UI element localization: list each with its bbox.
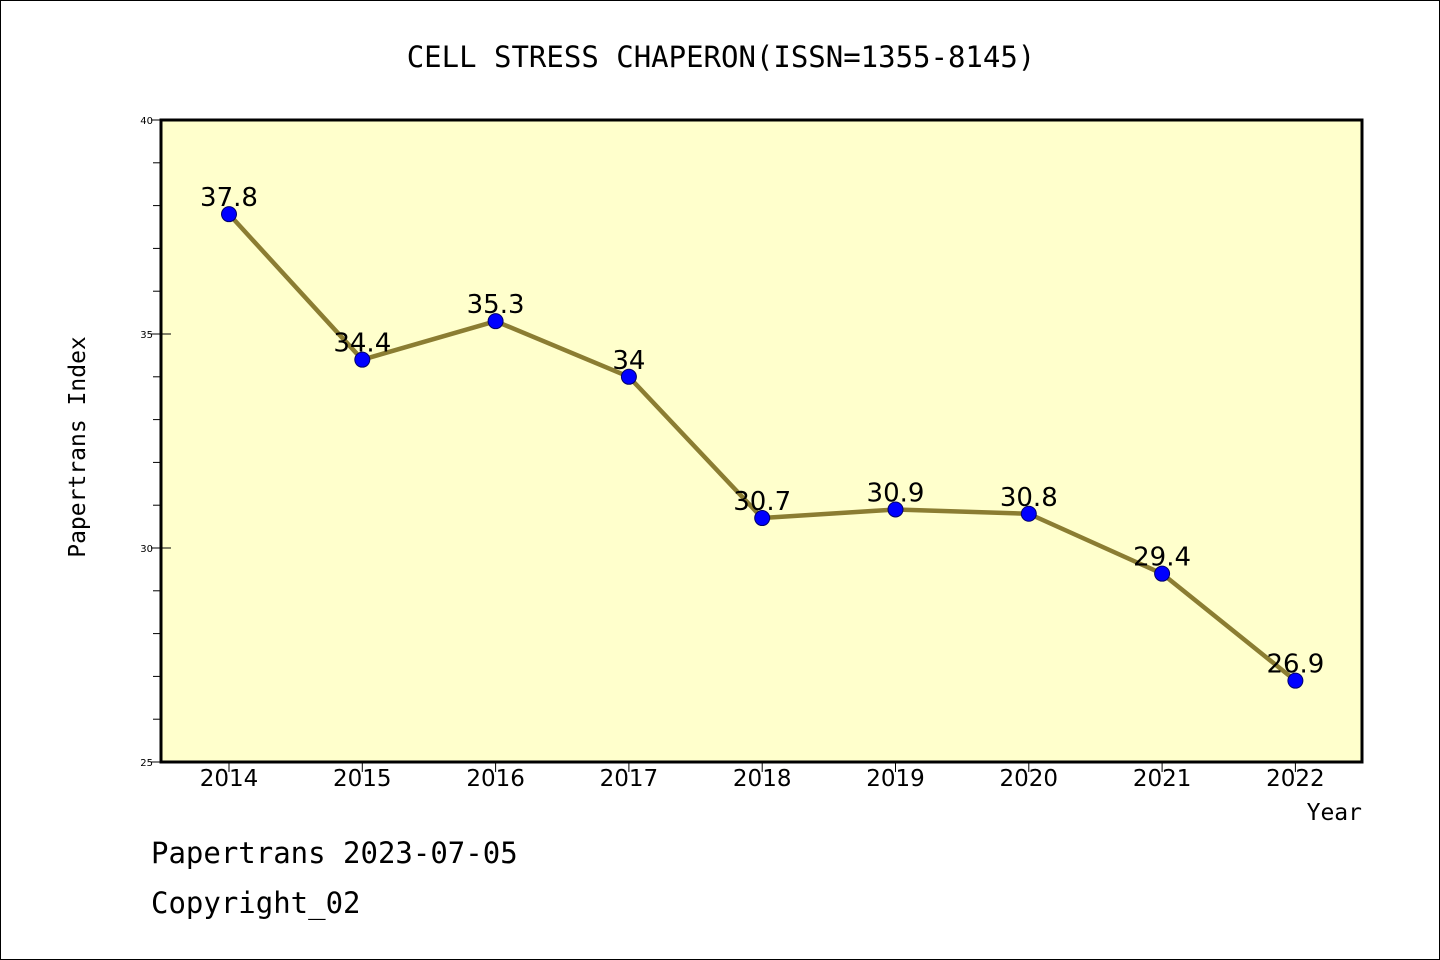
- x-tick-label: 2019: [866, 766, 925, 792]
- data-label: 26.9: [1266, 650, 1324, 680]
- plot-area: [159, 118, 1364, 764]
- x-tick-label: 2021: [1133, 766, 1192, 792]
- x-axis-label: Year: [1307, 800, 1362, 826]
- data-label: 30.7: [733, 487, 791, 517]
- y-tick-label: 30: [140, 544, 153, 555]
- series-group: 37.8 34.4 35.3 34 30.7 30.9 30.8 29.4 26.9: [200, 183, 1324, 689]
- data-label: 29.4: [1133, 543, 1191, 573]
- data-point: [1020, 505, 1037, 522]
- y-tick-label: 40: [140, 116, 153, 127]
- y-axis-ticks: 25 30 35 40: [140, 116, 171, 769]
- x-tick-label: 2017: [600, 766, 659, 792]
- x-tick-label: 2022: [1266, 766, 1325, 792]
- footer-copyright: Copyright_02: [151, 886, 361, 920]
- data-point: [620, 368, 637, 385]
- y-tick-label: 35: [140, 330, 153, 341]
- chart-title: CELL STRESS CHAPERON(ISSN=1355-8145): [407, 40, 1036, 74]
- x-tick-label: 2014: [200, 766, 259, 792]
- data-point: [887, 501, 904, 518]
- x-tick-label: 2018: [733, 766, 792, 792]
- data-label: 34.4: [333, 329, 391, 359]
- data-point: [754, 510, 771, 527]
- footer-date: Papertrans 2023-07-05: [151, 836, 518, 870]
- y-tick-label: 25: [140, 758, 153, 769]
- x-tick-label: 2015: [333, 766, 392, 792]
- data-label: 34: [612, 346, 645, 376]
- data-label: 35.3: [467, 290, 525, 320]
- x-tick-label: 2020: [1000, 766, 1059, 792]
- data-point: [1287, 672, 1304, 689]
- x-axis-ticks: 2014 2015 2016 2017 2018 2019 2020 2021 2022: [200, 762, 1325, 792]
- data-point: [354, 351, 371, 368]
- data-point: [487, 313, 504, 330]
- data-label: 30.9: [867, 478, 925, 508]
- data-label: 37.8: [200, 183, 258, 213]
- data-point: [1154, 565, 1171, 582]
- y-axis-label: Papertrans Index: [65, 336, 91, 558]
- x-tick-label: 2016: [466, 766, 525, 792]
- data-label: 30.8: [1000, 483, 1058, 513]
- data-point: [221, 206, 237, 223]
